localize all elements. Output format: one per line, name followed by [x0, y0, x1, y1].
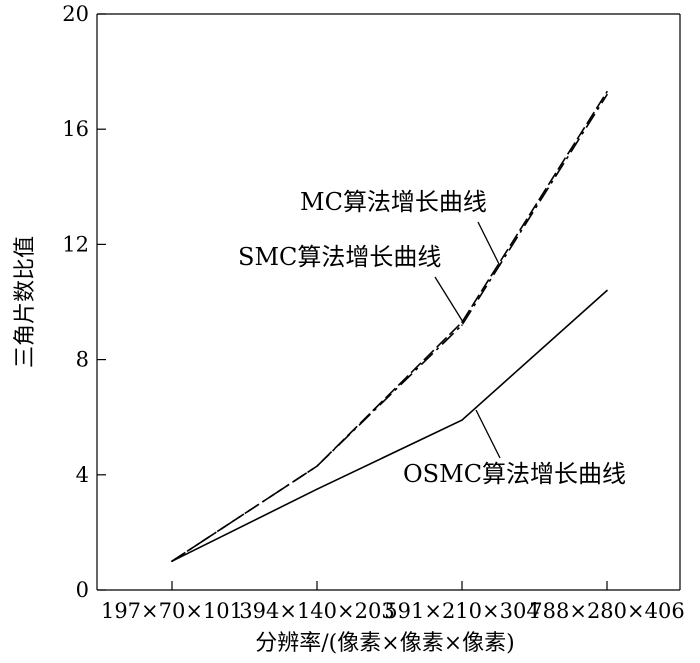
y-ticks: 0 4 8 12 16 20 [62, 2, 106, 602]
y-tick-label-1: 4 [76, 463, 89, 487]
annotation-label-2: OSMC算法增长曲线 [403, 460, 626, 488]
annotation-leader-2 [475, 409, 501, 459]
y-tick-label-4: 16 [62, 117, 89, 141]
series-2-point-2 [461, 419, 463, 421]
annotation-label-1: SMC算法增长曲线 [238, 243, 441, 271]
x-tick-label-3: 788×280×406 [529, 599, 684, 623]
y-axis-label: 三角片数比值 [13, 236, 38, 368]
series-0-point-3 [606, 93, 608, 96]
series-group [171, 90, 608, 562]
x-tick-label-2: 591×210×304 [384, 599, 539, 623]
series-line-1 [171, 91, 608, 562]
annotation-label-0: MC算法增长曲线 [300, 188, 487, 216]
x-ticks: 197×70×101394×140×203591×210×304788×280×… [101, 581, 685, 623]
y-tick-label-3: 12 [62, 232, 89, 256]
annotation-group: MC算法增长曲线 SMC算法增长曲线 OSMC算法增长曲线 [238, 188, 626, 488]
y-tick-label-0: 0 [76, 578, 89, 602]
series-line-0 [171, 94, 608, 562]
annotation-leader-1 [434, 276, 464, 323]
axes [96, 13, 681, 591]
annotation-leader-0 [477, 221, 501, 267]
series-0-point-2 [461, 324, 463, 326]
series-1-point-3 [606, 90, 608, 93]
series-line-2 [171, 289, 608, 562]
x-tick-label-1: 394×140×203 [239, 599, 394, 623]
y-tick-label-2: 8 [76, 348, 89, 372]
series-2-point-3 [606, 289, 608, 292]
series-2-point-1 [316, 488, 318, 491]
x-axis-label: 分辨率/(像素×像素×像素) [255, 631, 514, 656]
y-tick-label-5: 20 [62, 2, 89, 26]
series-1-point-1 [316, 465, 318, 467]
series-2-point-0 [171, 560, 173, 562]
x-tick-label-0: 197×70×101 [101, 599, 243, 623]
